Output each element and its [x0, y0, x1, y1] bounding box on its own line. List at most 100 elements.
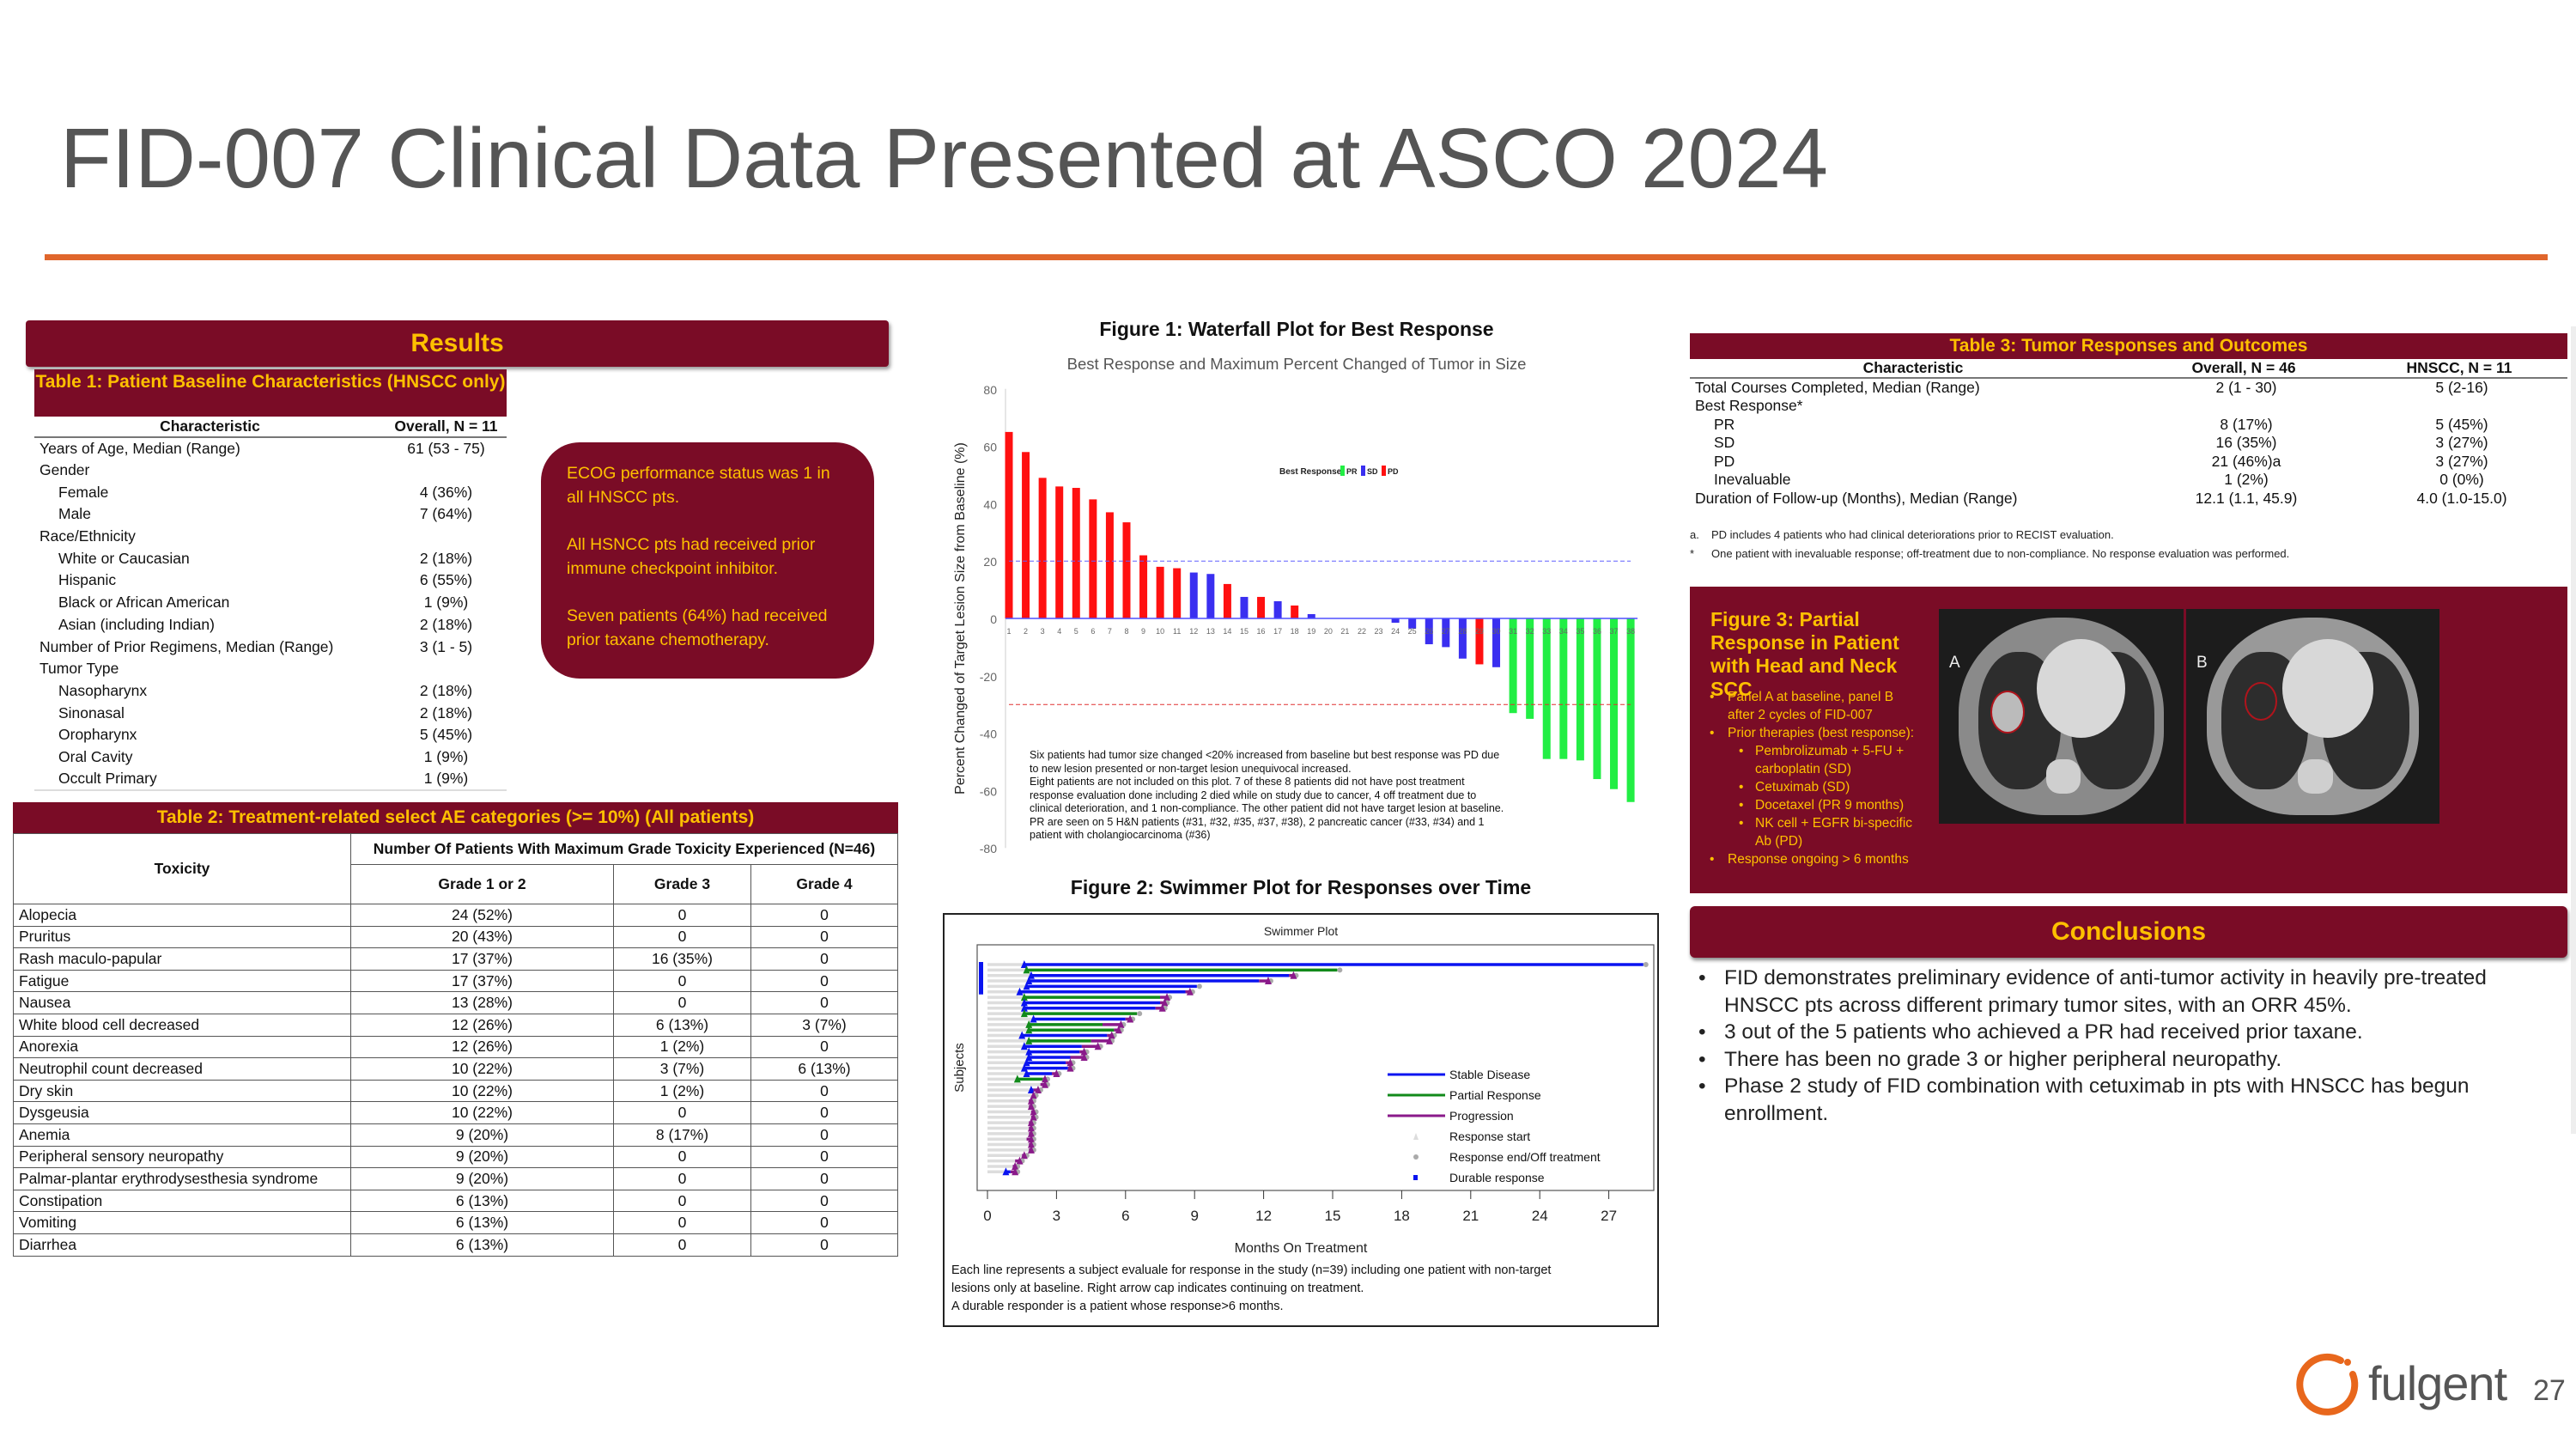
x-tick-label: 16: [1257, 627, 1266, 636]
response-start-marker: [1023, 982, 1030, 990]
hnscc-value: 5 (2-16): [2435, 379, 2488, 396]
x-tick-label: 25: [1408, 627, 1417, 636]
x-tick-label: 7: [1108, 627, 1112, 636]
table-row: White or Caucasian 2 (18%): [34, 547, 507, 569]
baseline-characteristics-table: Characteristic Overall, N = 11 Years of A…: [34, 417, 507, 791]
progression-marker: [1127, 1014, 1134, 1023]
y-axis-label: Percent Changed of Target Lesion Size fr…: [953, 442, 968, 795]
response-start-marker: [1018, 1031, 1026, 1039]
progression-marker: [1027, 1135, 1035, 1143]
response-start-marker: [1020, 1003, 1028, 1012]
waterfall-bar: [1610, 618, 1619, 789]
conclusion-item: Phase 2 study of FID combination with ce…: [1697, 1073, 2564, 1127]
response-start-marker: [1023, 965, 1030, 974]
x-tick-label: 31: [1509, 627, 1517, 636]
waterfall-bar: [1307, 613, 1315, 618]
table-row: Black or African American 1 (9%): [34, 592, 507, 614]
y-tick-label: -20: [980, 670, 997, 684]
x-tick-label: 20: [1324, 627, 1333, 636]
toxicity-name: Diarrhea: [13, 1233, 351, 1257]
progression-marker: [1080, 1047, 1088, 1056]
waterfall-bar: [1273, 600, 1282, 618]
progression-marker: [1027, 1096, 1035, 1105]
callout-text: All HSNCC pts had received prior immune …: [567, 535, 816, 578]
grade-cell: 0: [613, 1101, 751, 1124]
row-value: [386, 658, 507, 680]
grade-cell: 9 (20%): [350, 1123, 614, 1147]
grade-cell: 0: [613, 1211, 751, 1234]
response-start-marker: [1025, 1036, 1033, 1044]
progression-marker: [1163, 993, 1171, 1002]
x-tick-label: 9: [1190, 1208, 1198, 1224]
progression-marker: [1080, 1052, 1088, 1061]
x-tick-label: 15: [1325, 1208, 1341, 1224]
table-row: Oral Cavity 1 (9%): [34, 746, 507, 769]
overall-value: [2136, 397, 2351, 416]
swimmer-frame: [943, 913, 1659, 1327]
progression-marker: [1027, 1102, 1035, 1111]
figure3-bullet: NK cell + EGFR bi-specific Ab (PD): [1707, 814, 1917, 850]
row-label: SD: [1714, 434, 1735, 452]
table-row: PR 8 (17%) 5 (45%): [1690, 416, 2567, 435]
toxicity-name: Anemia: [13, 1123, 351, 1147]
waterfall-bar: [1475, 618, 1484, 665]
grade-cell: 0: [750, 991, 898, 1014]
toxicity-name: White blood cell decreased: [13, 1013, 351, 1037]
page-number: 27: [2533, 1374, 2566, 1407]
callout-box: ECOG performance status was 1 in all HNS…: [541, 442, 874, 679]
waterfall-chart: 80 60 40 20 0 -20 -40 -60 -80 Percent Changed of …: [953, 383, 1638, 855]
progression-marker: [1030, 1107, 1037, 1116]
table-row: Dry skin 10 (22%) 1 (2%) 0: [13, 1079, 898, 1103]
conclusion-item: FID demonstrates preliminary evidence of…: [1697, 965, 2564, 1019]
waterfall-bar: [1509, 618, 1517, 714]
response-start-marker: [1002, 1167, 1010, 1176]
toxicity-name: Dry skin: [13, 1079, 351, 1103]
table-row: SD 16 (35%) 3 (27%): [1690, 434, 2567, 453]
table-row: Fatigue 17 (37%) 0 0: [13, 969, 898, 993]
conclusions-list: FID demonstrates preliminary evidence of…: [1697, 965, 2564, 1127]
waterfall-bar: [1038, 478, 1047, 618]
overall-value: 16 (35%): [2215, 434, 2277, 452]
grade-cell: 0: [750, 925, 898, 949]
progression-marker: [1264, 977, 1272, 985]
tumor-responses-table: Characteristic Overall, N = 46 HNSCC, N = …: [1690, 359, 2567, 508]
x-tick-label: 19: [1307, 627, 1315, 636]
progression-marker: [1027, 1145, 1035, 1154]
row-label: Number of Prior Regimens, Median (Range): [39, 637, 334, 655]
response-start-marker: [1016, 987, 1024, 995]
hnscc-value: 4.0 (1.0-15.0): [2416, 489, 2507, 507]
table-row: Hispanic 6 (55%): [34, 569, 507, 592]
x-tick-label: 11: [1173, 627, 1181, 636]
row-value: 6 (55%): [419, 571, 473, 589]
legend-circle: [1413, 1154, 1419, 1160]
swimmer-caption: lesions only at baseline. Right arrow ca…: [951, 1282, 1364, 1295]
waterfall-bar: [1425, 618, 1433, 645]
hnscc-value: 5 (45%): [2435, 415, 2488, 433]
row-label: Male: [58, 505, 91, 523]
progression-marker: [1108, 1031, 1115, 1039]
progression-marker: [1027, 1140, 1035, 1148]
x-tick-label: 24: [1532, 1208, 1548, 1224]
legend-label: Response end/Off treatment: [1449, 1150, 1601, 1164]
waterfall-annotation: Six patients had tumor size changed <20%…: [1030, 749, 1504, 842]
toxicity-name: Rash maculo-papular: [13, 947, 351, 971]
grade-cell: 13 (28%): [350, 991, 614, 1014]
response-start-marker: [1025, 1052, 1033, 1061]
footnote-mark: a.: [1690, 528, 1699, 541]
grade-cell: 9 (20%): [350, 1167, 614, 1190]
response-end-marker: [1337, 967, 1343, 973]
progression-marker: [1042, 1075, 1048, 1083]
row-value: 7 (64%): [419, 505, 473, 523]
response-start-marker: [1013, 1075, 1021, 1083]
annotation-text: PR are seen on 5 H&N patients (#31, #32,…: [1030, 815, 1485, 842]
row-label: Race/Ethnicity: [39, 527, 136, 545]
row-label: Years of Age, Median (Range): [39, 439, 240, 457]
progression-marker: [1066, 1063, 1074, 1072]
grade-cell: 8 (17%): [613, 1123, 751, 1147]
waterfall-bar: [1055, 486, 1064, 618]
table-row: Palmar-plantar erythrodysesthesia syndro…: [13, 1167, 898, 1190]
y-tick-label: 40: [983, 497, 997, 511]
waterfall-bar: [1442, 618, 1450, 648]
swimmer-chart: Swimmer Plot Subjects 0 3 6 9 12 15 18 21 24 27 Mont…: [951, 924, 1655, 1313]
x-tick-label: 6: [1121, 1208, 1129, 1224]
